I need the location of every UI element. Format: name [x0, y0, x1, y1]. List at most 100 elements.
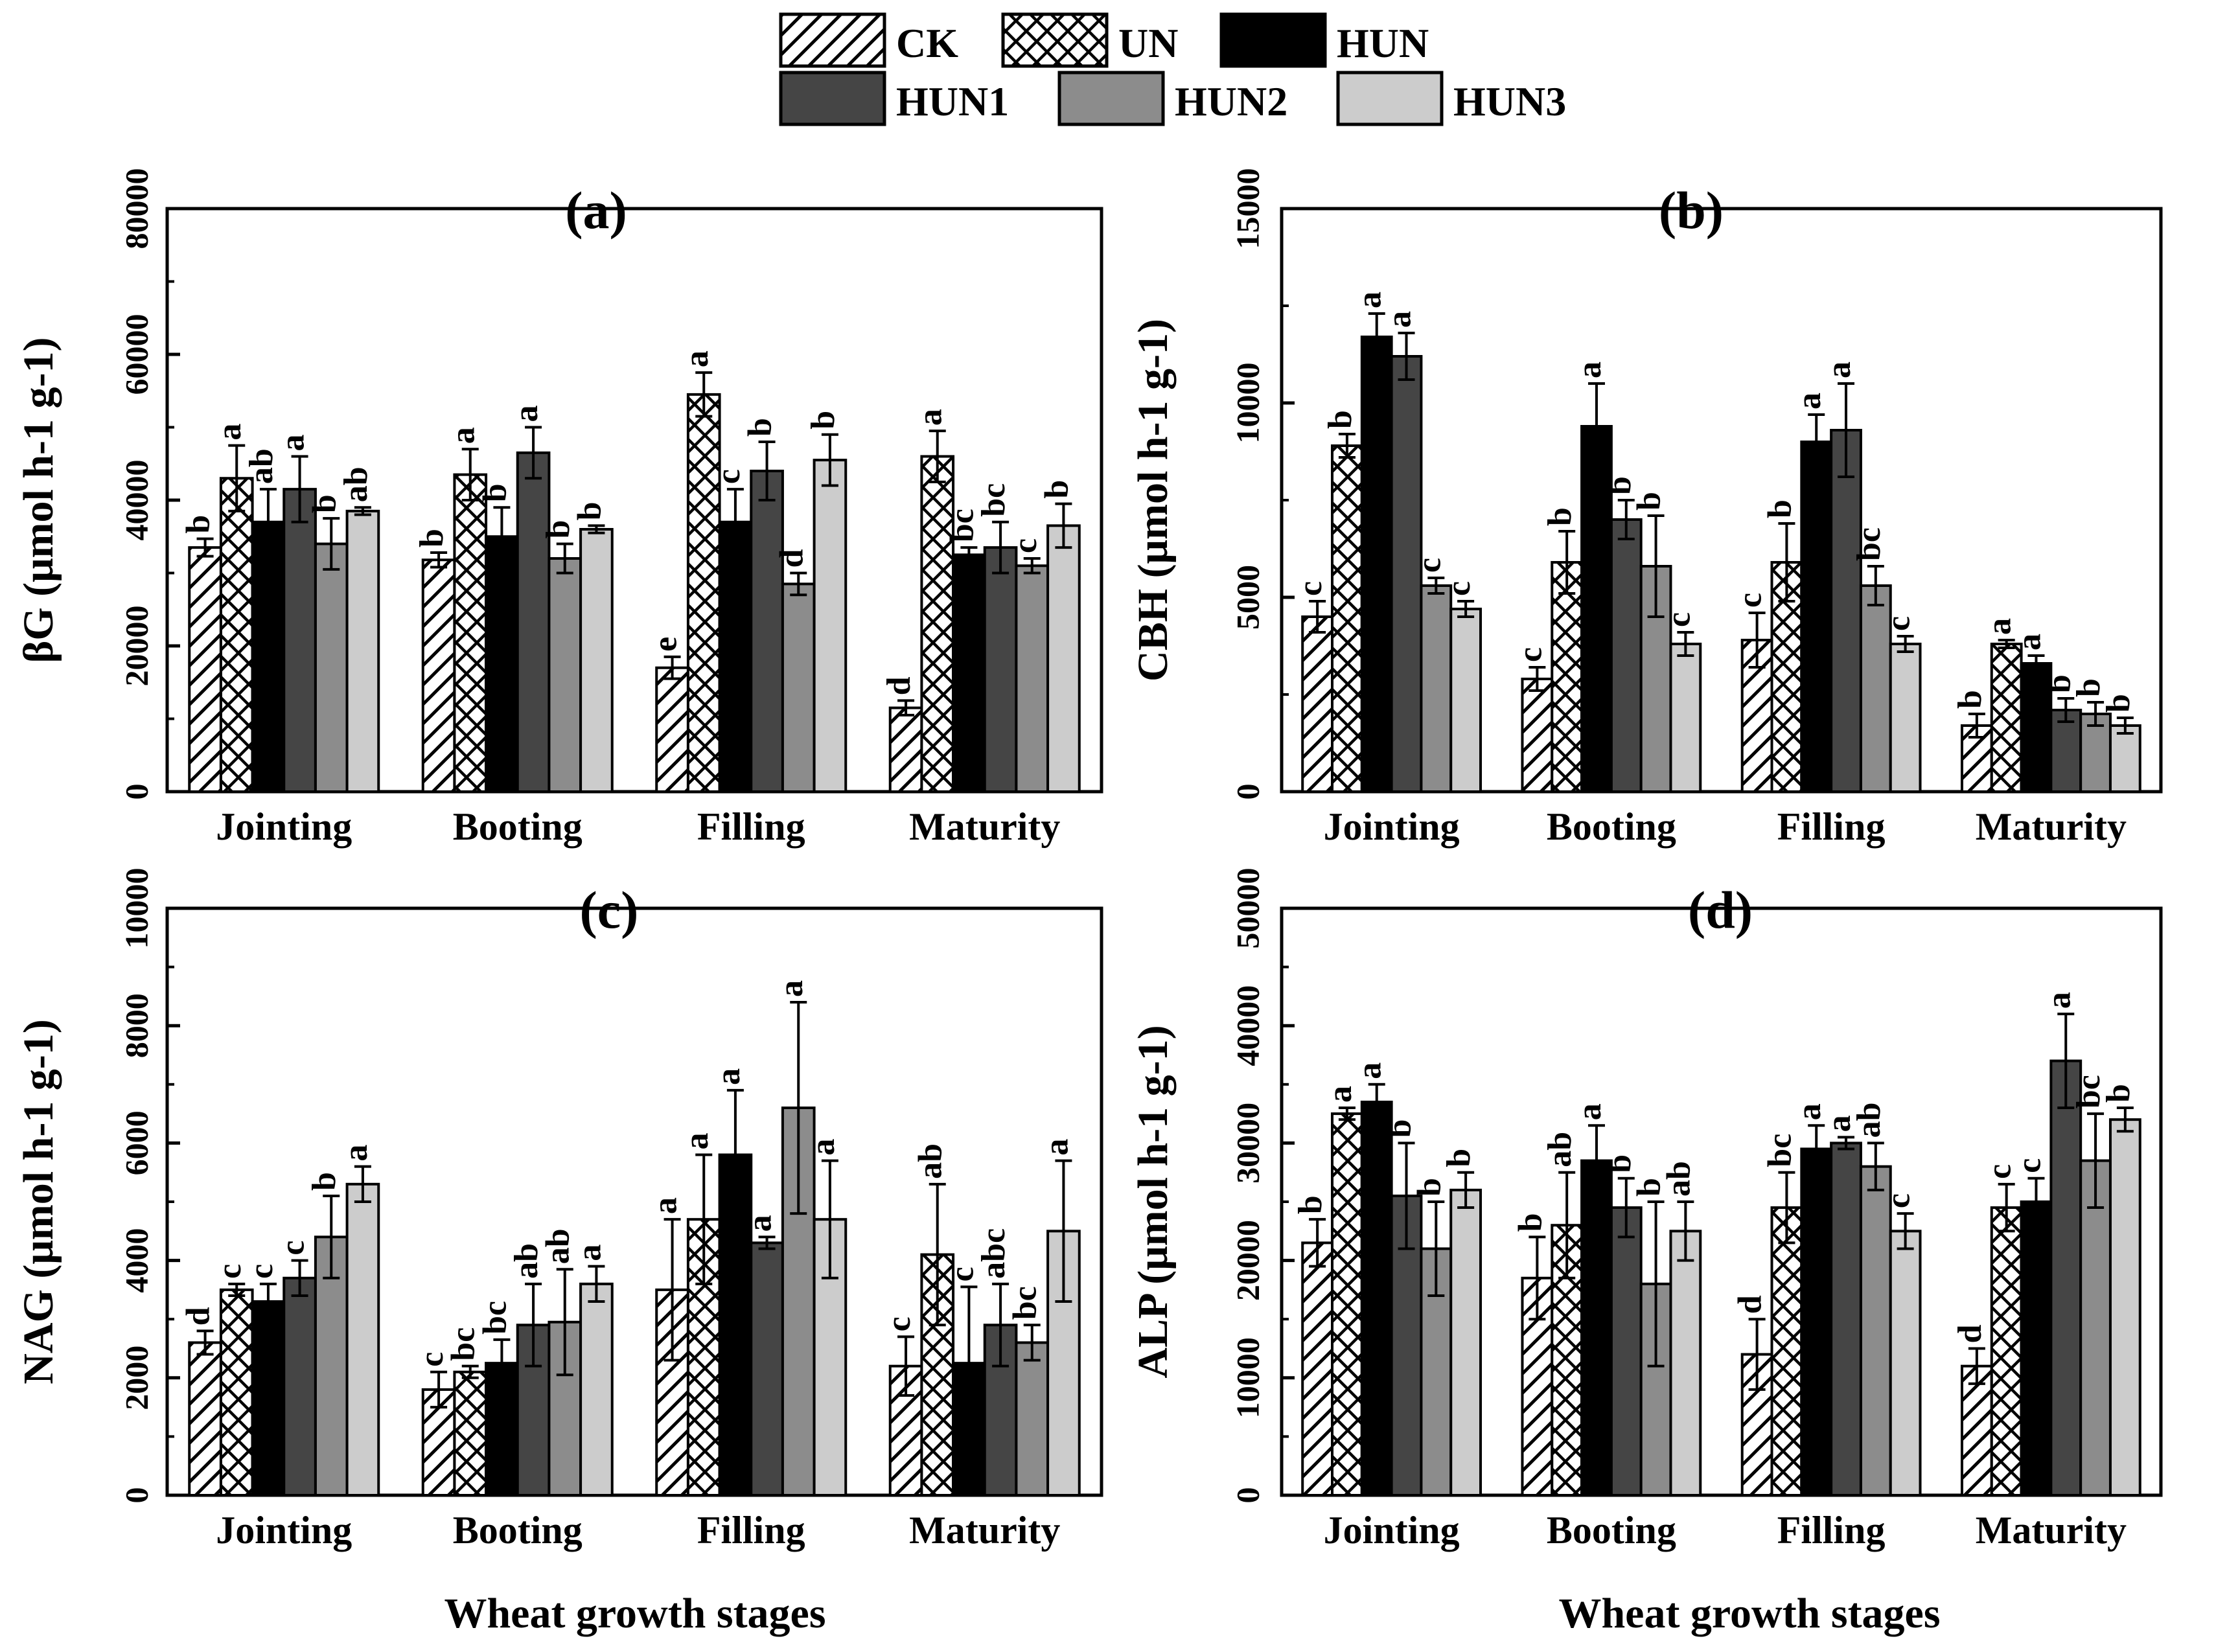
significance-letter: b: [306, 1172, 343, 1191]
bar-hun: [251, 1300, 286, 1497]
x-tick-label: Booting: [453, 805, 583, 848]
x-tick-label: Jointing: [1324, 805, 1460, 848]
bar-ck: [421, 558, 456, 793]
bar-hun: [718, 520, 753, 793]
bar-hun3: [1889, 643, 1922, 793]
bar-hun3: [345, 509, 380, 793]
bar-hun3: [1669, 1230, 1702, 1497]
significance-letter: a: [445, 427, 482, 444]
significance-letter: a: [912, 409, 949, 426]
bar-hun1: [2049, 1059, 2083, 1497]
bar-hun2: [1420, 584, 1453, 793]
significance-letter: b: [805, 411, 842, 430]
x-tick-label: Maturity: [909, 1509, 1060, 1552]
legend-swatch-hun3: [1336, 71, 1444, 126]
significance-letter: a: [211, 424, 248, 441]
significance-letter: b: [180, 515, 217, 534]
significance-letter: c: [413, 1352, 450, 1367]
bar-hun: [1580, 425, 1613, 793]
significance-letter: c: [943, 1267, 980, 1281]
significance-letter: a: [275, 435, 312, 452]
significance-letter: a: [805, 1139, 842, 1156]
y-tick-label: 60000: [119, 314, 155, 395]
significance-letter: c: [211, 1264, 248, 1279]
significance-letter: b: [2040, 674, 2077, 693]
significance-letter: c: [275, 1241, 312, 1256]
bar-hun3: [579, 1282, 614, 1497]
bar-hun3: [813, 459, 848, 793]
legend-item-hun: HUN: [1219, 12, 1429, 68]
bar-hun2: [314, 542, 349, 793]
significance-letter: c: [1512, 647, 1549, 662]
bar-hun1: [516, 451, 551, 793]
bar-un: [1551, 561, 1584, 793]
significance-letter: b: [742, 418, 779, 437]
significance-letter: a: [338, 1145, 375, 1162]
bar-ck: [888, 706, 923, 793]
y-tick-label: 2000: [119, 1346, 155, 1410]
panel-d: (d) 0 10000 20000 30000 40000 50000 ALP (μmol h…: [1129, 868, 2163, 1552]
bar-hun2: [548, 557, 583, 793]
significance-letter: a: [571, 1245, 608, 1261]
legend-swatch-hun2: [1057, 71, 1165, 126]
significance-letter: ab: [540, 1228, 577, 1264]
y-tick-label: 40000: [119, 460, 155, 541]
significance-letter: bc: [1007, 1286, 1044, 1320]
significance-letter: ab: [1851, 1102, 1887, 1138]
significance-letter: b: [2100, 1084, 2137, 1103]
significance-letter: c: [1880, 1193, 1917, 1208]
legend: CK UN HUN HUN1 HUN2 HUN3: [779, 12, 1566, 126]
significance-letter: bc: [445, 1327, 482, 1361]
y-tick-label: 80000: [119, 168, 155, 249]
bar-hun2: [1015, 1341, 1050, 1497]
x-tick-label: Jointing: [1324, 1509, 1460, 1552]
bar-hun3: [1449, 608, 1483, 793]
bar-hun1: [1830, 429, 1862, 793]
panel-c: (c) 0 2000 4000 6000 8000 10000 NAG (μmol h-1 g…: [15, 868, 1103, 1552]
y-tick-label: 0: [119, 1487, 155, 1504]
legend-label-ck: CK: [896, 20, 958, 66]
significance-letter: ab: [1541, 1132, 1578, 1167]
legend-swatch-hun: [1219, 12, 1327, 68]
significance-letter: c: [1732, 593, 1769, 608]
legend-label-hun: HUN: [1337, 20, 1429, 66]
bar-un: [1990, 643, 2023, 793]
legend-item-hun1: HUN1: [779, 71, 1009, 126]
bar-un: [219, 477, 254, 793]
bar-hun2: [781, 582, 816, 793]
significance-letter: a: [1791, 1103, 1828, 1120]
bar-hun: [251, 520, 286, 793]
panel-title: (a): [565, 181, 627, 240]
y-tick-label: 20000: [1230, 1220, 1266, 1301]
significance-letter: b: [1631, 492, 1668, 511]
legend-item-hun2: HUN2: [1057, 71, 1287, 126]
legend-swatch-ck: [779, 12, 886, 68]
significance-letter: bc: [2070, 1075, 2107, 1108]
significance-letter: b: [1512, 1213, 1549, 1232]
x-tick-label: Filling: [697, 1509, 805, 1552]
significance-letter: ab: [508, 1243, 545, 1279]
significance-letter: e: [647, 637, 684, 652]
significance-letter: b: [1601, 1154, 1638, 1173]
significance-letter: d: [1732, 1295, 1769, 1314]
significance-letter: a: [1571, 361, 1608, 378]
bar-ck: [1960, 1364, 1993, 1497]
x-tick-label: Booting: [1547, 805, 1676, 848]
significance-letter: a: [678, 350, 715, 367]
significance-letter: a: [742, 1215, 779, 1232]
legend-label-hun3: HUN3: [1453, 78, 1566, 124]
panel-title: (b): [1659, 181, 1724, 240]
significance-letter: c: [1440, 581, 1477, 596]
y-tick-label: 30000: [1230, 1103, 1266, 1184]
significance-letter: ab: [1660, 1161, 1697, 1197]
significance-letter: d: [773, 549, 810, 568]
significance-letter: a: [508, 406, 545, 422]
panel-title: (c): [579, 880, 638, 939]
y-tick-label: 10000: [119, 868, 155, 949]
significance-letter: ab: [912, 1143, 949, 1179]
y-tick-label: 6000: [119, 1110, 155, 1175]
legend-item-un: UN: [1001, 12, 1178, 68]
bar-hun: [2020, 662, 2053, 793]
legend-item-hun3: HUN3: [1336, 71, 1566, 126]
